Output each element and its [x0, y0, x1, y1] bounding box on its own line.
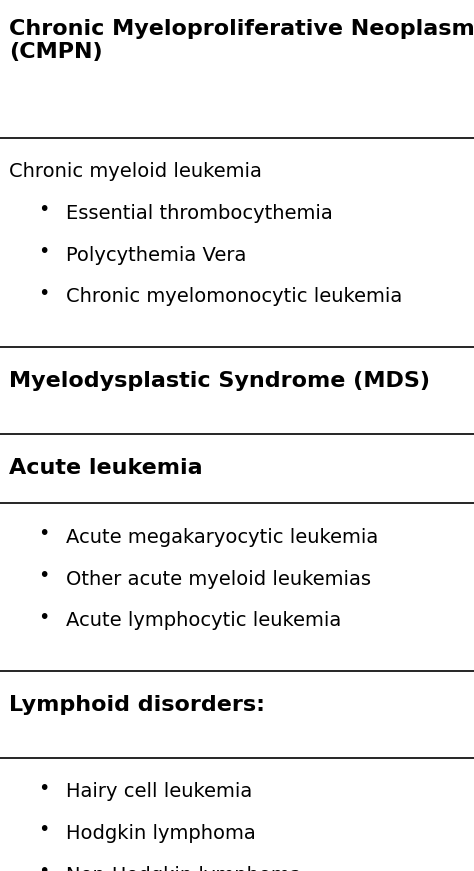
Text: Acute leukemia: Acute leukemia [9, 458, 203, 478]
Text: •: • [38, 566, 49, 585]
Text: Chronic Myeloproliferative Neoplasms
(CMPN): Chronic Myeloproliferative Neoplasms (CM… [9, 19, 474, 62]
Text: Polycythemia Vera: Polycythemia Vera [66, 246, 247, 265]
Text: Hodgkin lymphoma: Hodgkin lymphoma [66, 824, 256, 843]
Text: Acute megakaryocytic leukemia: Acute megakaryocytic leukemia [66, 528, 379, 547]
Text: Hairy cell leukemia: Hairy cell leukemia [66, 782, 253, 801]
Text: Acute lymphocytic leukemia: Acute lymphocytic leukemia [66, 611, 342, 631]
Text: •: • [38, 862, 49, 871]
Text: •: • [38, 608, 49, 627]
Text: Myelodysplastic Syndrome (MDS): Myelodysplastic Syndrome (MDS) [9, 371, 430, 391]
Text: Lymphoid disorders:: Lymphoid disorders: [9, 695, 265, 715]
Text: •: • [38, 524, 49, 544]
Text: Chronic myelomonocytic leukemia: Chronic myelomonocytic leukemia [66, 287, 402, 307]
Text: •: • [38, 820, 49, 840]
Text: •: • [38, 779, 49, 798]
Text: •: • [38, 200, 49, 219]
Text: •: • [38, 242, 49, 261]
Text: Non-Hodgkin lymphoma: Non-Hodgkin lymphoma [66, 866, 302, 871]
Text: Essential thrombocythemia: Essential thrombocythemia [66, 204, 333, 223]
Text: Chronic myeloid leukemia: Chronic myeloid leukemia [9, 162, 262, 181]
Text: •: • [38, 284, 49, 303]
Text: Other acute myeloid leukemias: Other acute myeloid leukemias [66, 570, 371, 589]
